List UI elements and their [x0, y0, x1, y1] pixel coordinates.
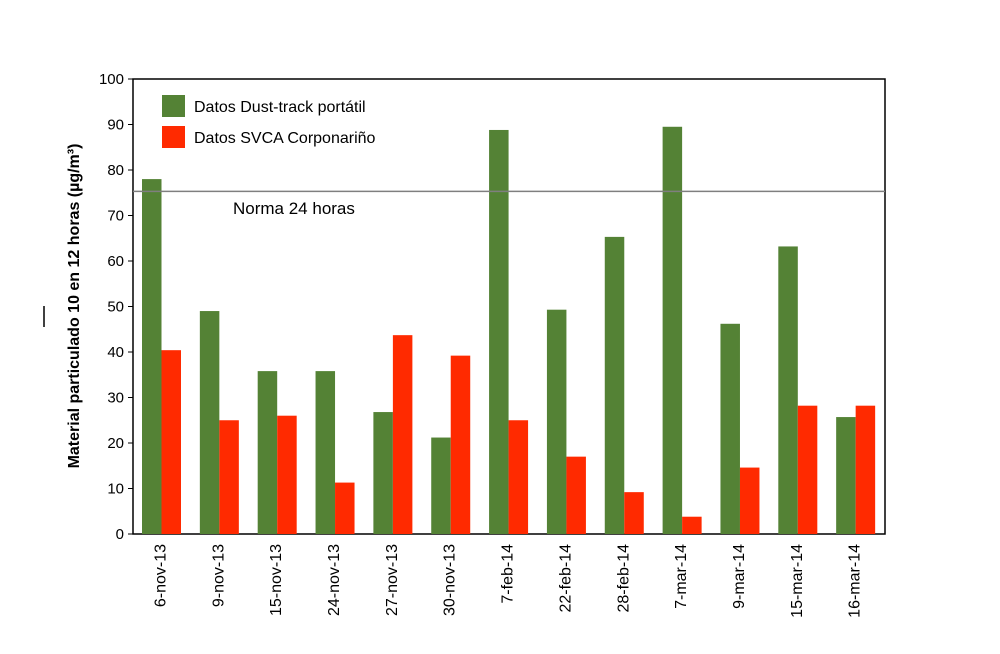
legend-label-svca: Datos SVCA Corponariño	[194, 130, 376, 147]
x-tick-label: 9-mar-14	[731, 544, 748, 609]
bar-svca-22-feb-14	[566, 456, 586, 534]
y-axis-ticks	[128, 78, 133, 535]
legend-label-dust-track: Datos Dust-track portátil	[194, 99, 366, 116]
x-tick-label: 30-nov-13	[442, 544, 459, 616]
bar-dust-track-15-mar-14	[778, 246, 798, 534]
y-tick-label: 60	[107, 253, 124, 270]
x-tick-label: 28-feb-14	[615, 544, 632, 613]
x-tick-label: 15-nov-13	[268, 544, 285, 616]
y-tick-label: 70	[107, 208, 124, 225]
bar-svca-9-mar-14	[739, 467, 760, 534]
legend: Datos Dust-track portátil Datos SVCA Cor…	[162, 95, 376, 148]
reference-line-label: Norma 24 horas	[233, 199, 355, 218]
bar-dust-track-9-mar-14	[720, 323, 740, 534]
bar-dust-track-15-nov-13	[257, 371, 278, 534]
bar-svca-9-nov-13	[219, 420, 239, 534]
y-tick-label: 50	[107, 299, 124, 316]
legend-swatch-svca	[162, 126, 185, 148]
bar-dust-track-9-nov-13	[199, 311, 220, 534]
bars-group	[142, 126, 876, 535]
bar-svca-6-nov-13	[161, 350, 181, 534]
bar-svca-15-nov-13	[277, 415, 297, 534]
y-tick-label: 80	[107, 162, 124, 179]
y-tick-label: 100	[99, 71, 124, 88]
x-tick-label: 7-feb-14	[500, 544, 517, 604]
y-tick-label: 40	[107, 344, 124, 361]
x-tick-label: 16-mar-14	[847, 544, 864, 618]
bar-dust-track-27-nov-13	[373, 412, 393, 534]
bar-svca-28-feb-14	[624, 492, 644, 534]
x-tick-label: 22-feb-14	[557, 544, 574, 613]
bar-svca-7-feb-14	[508, 420, 529, 534]
y-tick-label: 0	[116, 526, 124, 543]
x-tick-label: 24-nov-13	[326, 544, 343, 616]
bar-svca-27-nov-13	[392, 335, 413, 534]
bar-dust-track-16-mar-14	[836, 417, 856, 534]
bar-dust-track-7-mar-14	[662, 126, 683, 535]
y-axis-label: Material particulado 10 en 12 horas (µg/…	[66, 144, 83, 469]
x-axis-tick-labels: 6-nov-13 9-nov-13 15-nov-13 24-nov-13 27-nov…	[153, 544, 864, 618]
bar-svca-7-mar-14	[682, 516, 702, 534]
bar-dust-track-22-feb-14	[546, 309, 567, 534]
y-tick-label: 10	[107, 481, 124, 498]
bar-svca-16-mar-14	[855, 405, 876, 534]
x-tick-label: 7-mar-14	[673, 544, 690, 609]
x-tick-label: 6-nov-13	[153, 544, 170, 607]
bar-svca-24-nov-13	[335, 482, 355, 534]
y-tick-label: 20	[107, 435, 124, 452]
bar-dust-track-28-feb-14	[604, 236, 625, 534]
bar-svca-30-nov-13	[450, 355, 471, 534]
bar-svca-15-mar-14	[797, 405, 818, 534]
legend-swatch-dust-track	[162, 95, 185, 117]
y-axis-tick-labels: 0 10 20 30 40 50 60 70 80 90 100	[99, 71, 124, 543]
x-tick-label: 27-nov-13	[384, 544, 401, 616]
x-tick-label: 9-nov-13	[210, 544, 227, 607]
bar-dust-track-30-nov-13	[431, 437, 451, 534]
bar-dust-track-6-nov-13	[142, 179, 162, 534]
y-tick-label: 30	[107, 390, 124, 407]
y-tick-label: 90	[107, 117, 124, 134]
x-tick-label: 15-mar-14	[789, 544, 806, 618]
bar-dust-track-24-nov-13	[315, 371, 336, 534]
bar-dust-track-7-feb-14	[489, 129, 509, 534]
